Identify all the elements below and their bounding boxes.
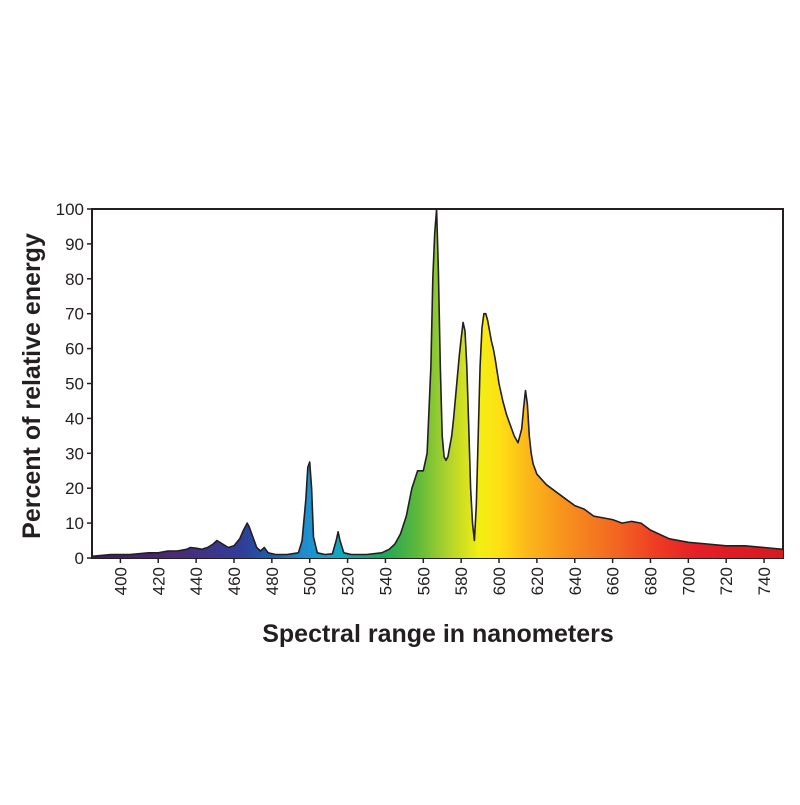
x-tick-label: 500	[301, 567, 320, 595]
x-tick-label: 520	[339, 567, 358, 595]
y-tick-label: 0	[75, 549, 84, 568]
y-tick-label: 50	[65, 375, 84, 394]
x-tick-label: 580	[452, 567, 471, 595]
y-axis-ticks: 0 10 20 30 40 50 60 70 80 90 100	[56, 200, 92, 568]
x-tick-label: 620	[528, 567, 547, 595]
x-axis-title: Spectral range in nanometers	[262, 620, 614, 648]
y-tick-label: 90	[65, 235, 84, 254]
x-tick-label: 460	[225, 567, 244, 595]
spectrum-line	[91, 208, 784, 558]
x-tick-label: 680	[641, 567, 660, 595]
x-tick-label: 600	[490, 567, 509, 595]
y-tick-label: 20	[65, 479, 84, 498]
x-tick-label: 740	[755, 567, 774, 595]
x-tick-label: 720	[717, 567, 736, 595]
y-tick-label: 10	[65, 514, 84, 533]
y-tick-label: 60	[65, 340, 84, 359]
x-tick-label: 660	[604, 567, 623, 595]
x-tick-label: 560	[414, 567, 433, 595]
x-axis-ticks: 400 420 440 460 480 500 520 540 560 580 600 620 640 6…	[111, 558, 774, 595]
y-tick-label: 100	[56, 200, 84, 219]
spectrum-area	[92, 209, 783, 558]
x-tick-label: 440	[187, 567, 206, 595]
x-tick-label: 480	[263, 567, 282, 595]
y-axis-title: Percent of relative energy	[18, 233, 46, 539]
x-tick-label: 400	[111, 567, 130, 595]
y-tick-label: 30	[65, 444, 84, 463]
y-tick-label: 40	[65, 409, 84, 428]
x-tick-label: 640	[566, 567, 585, 595]
x-tick-label: 420	[149, 567, 168, 595]
x-tick-label: 540	[376, 567, 395, 595]
x-tick-label: 700	[679, 567, 698, 595]
y-tick-label: 80	[65, 270, 84, 289]
y-tick-label: 70	[65, 305, 84, 324]
